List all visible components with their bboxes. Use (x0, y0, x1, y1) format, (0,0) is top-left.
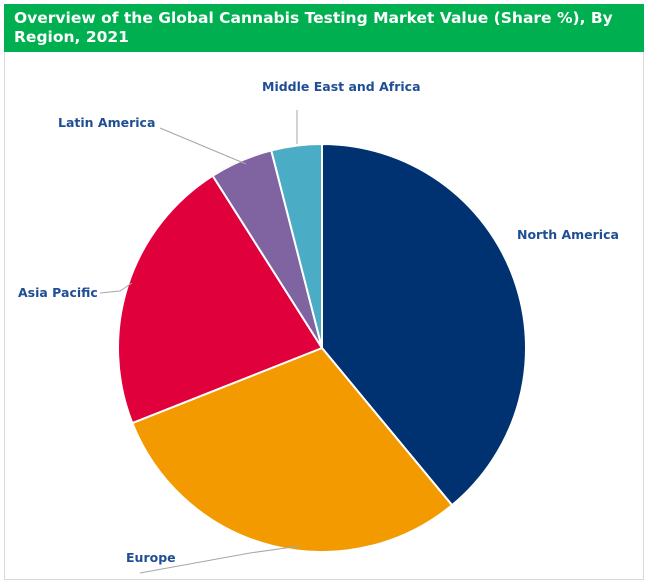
pie-slice-north-america (321, 142, 527, 507)
slice-label: Europe (126, 550, 176, 565)
pie-slice-europe (131, 346, 454, 553)
slice-label: North America (517, 227, 619, 242)
slice-label: Middle East and Africa (262, 79, 421, 94)
leader-line (159, 127, 247, 165)
leader-line (139, 545, 301, 574)
slice-label: Asia Pacific (18, 285, 98, 300)
pie-slice-middle-east-and-africa (270, 142, 323, 349)
pie-slice-asia-pacific (117, 174, 324, 425)
slice-label: Latin America (58, 115, 155, 130)
leader-line (99, 282, 133, 294)
chart-title: Overview of the Global Cannabis Testing … (4, 4, 644, 52)
